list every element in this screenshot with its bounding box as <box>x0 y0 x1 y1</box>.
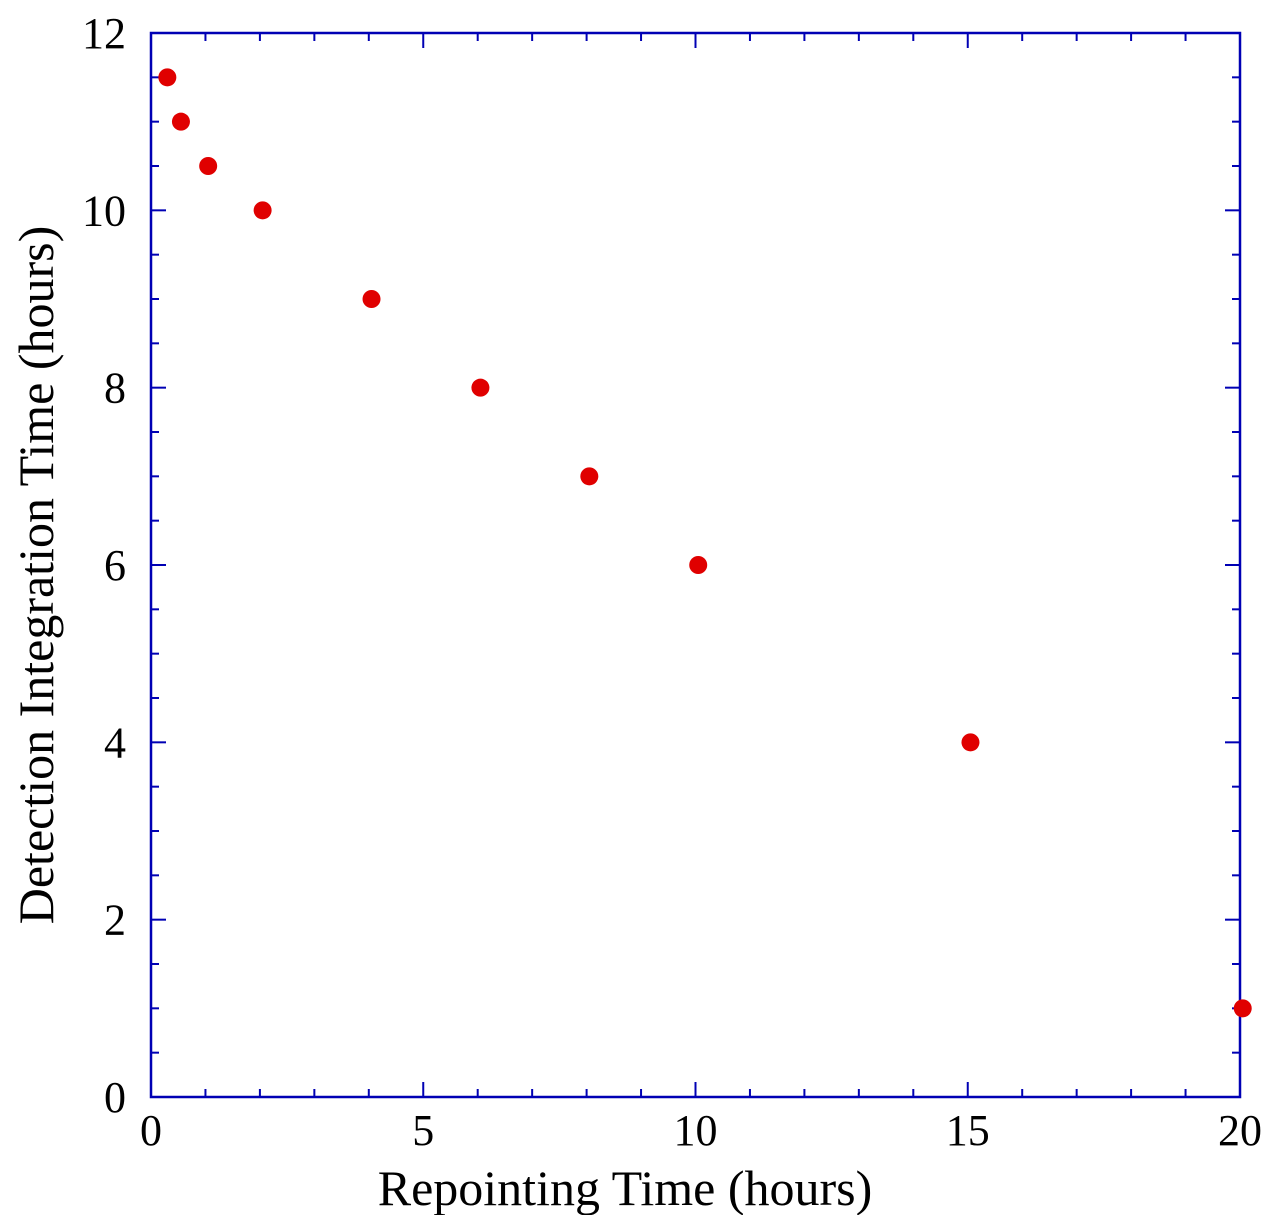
y-tick-label: 10 <box>82 186 126 235</box>
data-point <box>580 467 599 486</box>
data-point <box>1233 999 1252 1018</box>
data-point <box>961 733 980 752</box>
y-tick-label: 2 <box>104 896 126 945</box>
x-axis-title: Repointing Time (hours) <box>378 1160 872 1215</box>
x-tick-labels: 0 5 10 15 20 <box>140 1106 1262 1155</box>
data-point <box>199 157 218 175</box>
data-points <box>158 68 1252 1018</box>
x-tick-label: 0 <box>140 1106 162 1155</box>
x-tick-label: 5 <box>412 1106 434 1155</box>
data-point <box>689 556 708 574</box>
y-axis-title: Detection Integration Time (hours) <box>8 226 64 925</box>
data-point <box>362 290 381 308</box>
y-tick-labels: 0 2 4 6 8 10 12 <box>82 9 126 1122</box>
y-tick-label: 12 <box>82 9 126 58</box>
y-tick-label: 0 <box>104 1073 126 1122</box>
y-tick-label: 6 <box>104 541 126 590</box>
y-tick-label: 8 <box>104 364 126 413</box>
data-point <box>171 112 190 131</box>
x-tick-label: 20 <box>1218 1106 1262 1155</box>
minor-ticks <box>151 33 1240 1097</box>
x-tick-label: 15 <box>946 1106 990 1155</box>
data-point <box>471 378 490 397</box>
x-tick-label: 10 <box>674 1106 718 1155</box>
data-point <box>253 201 272 220</box>
major-ticks <box>150 32 1241 1098</box>
y-tick-label: 4 <box>104 718 126 767</box>
data-point <box>158 68 177 87</box>
